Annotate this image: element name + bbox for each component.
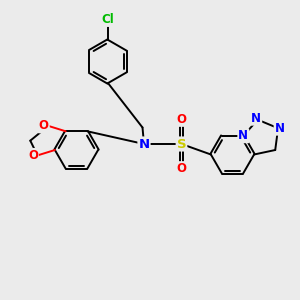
Text: S: S [177,137,186,151]
Text: O: O [39,119,49,132]
Text: N: N [274,122,285,135]
Text: Cl: Cl [102,13,114,26]
Text: O: O [28,149,38,162]
Text: N: N [238,129,248,142]
Text: N: N [251,112,261,125]
Text: O: O [176,113,187,126]
Text: N: N [138,137,150,151]
Text: O: O [176,162,187,175]
